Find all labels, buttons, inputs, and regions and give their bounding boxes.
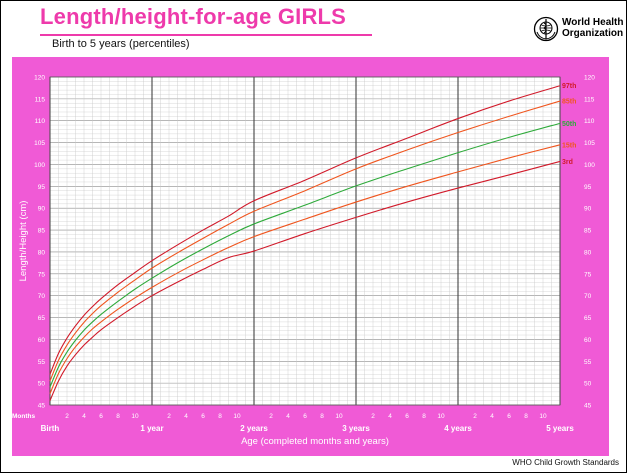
x-month-tick-label: 10 (233, 413, 241, 420)
plot-border (49, 76, 561, 406)
x-month-tick-label: 10 (335, 413, 343, 420)
x-month-tick-label: 6 (303, 413, 307, 420)
x-year-tick-label: 3 years (342, 424, 370, 433)
x-month-tick-label: 2 (371, 413, 375, 420)
y-tick-label-left: 50 (38, 381, 46, 388)
y-tick-label-right: 75 (584, 271, 592, 278)
x-year-tick-label: 1 year (140, 424, 163, 433)
x-month-tick-label: 8 (422, 413, 426, 420)
x-month-tick-label: 4 (286, 413, 290, 420)
y-tick-label-left: 60 (38, 337, 46, 344)
series-line-15th (49, 144, 561, 394)
x-month-tick-label: 10 (539, 413, 547, 420)
x-month-tick-label: 10 (437, 413, 445, 420)
y-tick-label-right: 45 (584, 403, 592, 410)
y-tick-label-right: 95 (584, 184, 592, 191)
y-tick-label-right: 65 (584, 315, 592, 322)
organization-name: World Health Organization (562, 17, 626, 39)
y-tick-label-left: 115 (35, 96, 46, 103)
x-year-tick-label: 5 years (546, 424, 574, 433)
y-tick-label-right: 100 (584, 162, 595, 169)
y-tick-label-right: 55 (584, 359, 592, 366)
y-tick-label-left: 75 (38, 271, 46, 278)
y-tick-label-right: 60 (584, 337, 592, 344)
y-tick-label-left: 100 (34, 162, 45, 169)
series-line-85th (49, 100, 561, 382)
y-tick-label-right: 50 (584, 381, 592, 388)
footer-credit: WHO Child Growth Standards (512, 458, 619, 467)
y-tick-label-left: 90 (38, 206, 46, 213)
x-month-tick-label: 4 (388, 413, 392, 420)
y-tick-label-left: 85 (38, 228, 46, 235)
organization-line-1: World Health (562, 17, 624, 28)
x-year-tick-label: 4 years (444, 424, 472, 433)
y-tick-label-left: 55 (38, 359, 46, 366)
who-emblem-icon (533, 16, 559, 42)
x-year-tick-label: 2 years (240, 424, 268, 433)
y-tick-label-left: 45 (38, 403, 46, 410)
y-axis-label: Length/Height (cm) (18, 201, 29, 282)
y-tick-label-right: 105 (584, 140, 595, 147)
x-month-tick-label: 2 (269, 413, 273, 420)
y-tick-label-left: 105 (34, 140, 45, 147)
y-tick-label-left: 120 (34, 75, 45, 82)
y-tick-label-right: 110 (584, 118, 595, 125)
y-tick-label-left: 110 (35, 118, 46, 125)
series-label-97th: 97th (562, 83, 576, 90)
x-month-tick-label: 2 (473, 413, 477, 420)
x-month-tick-label: 4 (82, 413, 86, 420)
x-month-tick-label: 4 (184, 413, 188, 420)
series-label-3rd: 3rd (562, 159, 573, 166)
x-month-tick-label: 10 (131, 413, 139, 420)
y-tick-label-right: 70 (584, 293, 592, 300)
y-tick-label-right: 90 (584, 206, 592, 213)
page-subtitle: Birth to 5 years (percentiles) (52, 38, 190, 50)
x-month-tick-label: 8 (218, 413, 222, 420)
series-line-50th (49, 122, 561, 388)
series-line-3rd (49, 160, 561, 401)
series-label-85th: 85th (562, 99, 576, 106)
y-tick-label-right: 80 (584, 249, 592, 256)
organization-line-2: Organization (562, 28, 624, 39)
x-month-tick-label: 2 (167, 413, 171, 420)
x-month-tick-label: 8 (524, 413, 528, 420)
x-month-tick-label: 4 (490, 413, 494, 420)
x-month-tick-label: 8 (320, 413, 324, 420)
y-tick-label-left: 65 (38, 315, 46, 322)
x-month-tick-label: 6 (507, 413, 511, 420)
y-tick-label-right: 120 (584, 75, 595, 82)
y-tick-label-right: 85 (584, 228, 592, 235)
series-line-97th (49, 85, 561, 375)
y-tick-label-right: 115 (584, 96, 595, 103)
page-title: Length/height-for-age GIRLS (40, 4, 347, 29)
series-label-50th: 50th (562, 121, 576, 128)
x-month-tick-label: 2 (65, 413, 69, 420)
x-axis-label: Age (completed months and years) (241, 436, 389, 447)
y-tick-label-left: 70 (38, 293, 46, 300)
title-underline (40, 34, 372, 36)
x-month-tick-label: 8 (116, 413, 120, 420)
y-tick-label-left: 95 (38, 184, 46, 191)
x-month-tick-label: 6 (201, 413, 205, 420)
x-year-tick-label: Birth (41, 424, 60, 433)
series-label-15th: 15th (562, 142, 576, 149)
x-month-tick-label: 6 (405, 413, 409, 420)
y-tick-label-left: 80 (38, 249, 46, 256)
x-month-tick-label: 6 (99, 413, 103, 420)
months-label: Months (12, 413, 35, 420)
